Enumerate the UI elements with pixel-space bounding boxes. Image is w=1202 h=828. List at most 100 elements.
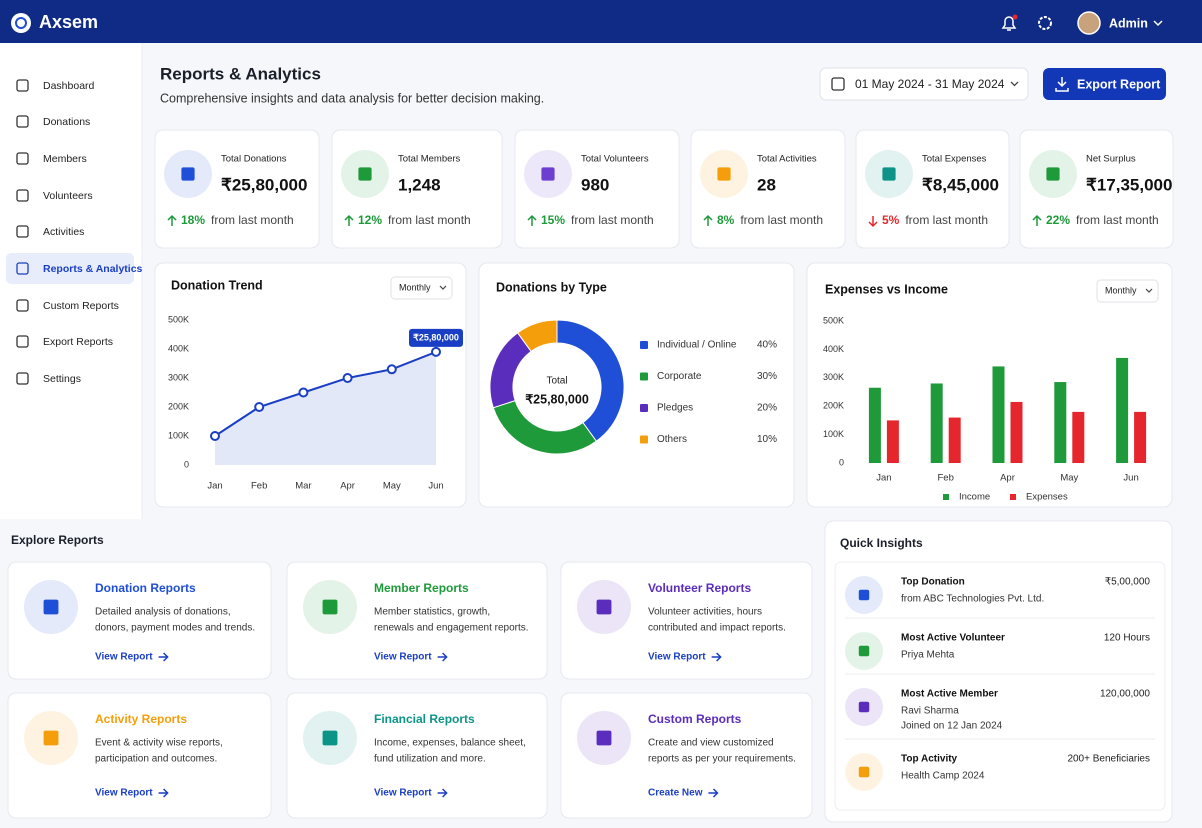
insights-list xyxy=(834,561,1166,811)
nav-item[interactable]: Donations xyxy=(43,116,90,128)
stat-card xyxy=(1019,129,1174,249)
y-tick-label: 0 xyxy=(184,459,189,469)
report-card xyxy=(286,561,548,680)
y-tick-label: 500K xyxy=(823,315,844,325)
report-title[interactable]: Member Reports xyxy=(374,581,469,595)
arrow-icon xyxy=(437,652,448,662)
x-tick-label: Apr xyxy=(1000,473,1015,484)
report-description: reports as per your requirements. xyxy=(648,754,796,765)
date-range[interactable]: 01 May 2024 - 31 May 2024 xyxy=(855,77,1005,91)
chevron xyxy=(1145,288,1153,293)
nav-item[interactable]: Custom Reports xyxy=(43,300,119,312)
report-card xyxy=(560,561,813,680)
export-label[interactable]: Export Report xyxy=(1077,77,1161,91)
notification-dot xyxy=(1012,14,1018,20)
icon xyxy=(43,599,59,615)
stat-value: ₹8,45,000 xyxy=(922,175,999,194)
dropdown[interactable] xyxy=(1096,279,1159,303)
x-tick-label: Feb xyxy=(938,473,954,484)
nav-icon xyxy=(16,189,29,202)
report-card xyxy=(560,692,813,819)
report-title[interactable]: Donation Reports xyxy=(95,581,196,595)
date-picker[interactable] xyxy=(819,67,1029,101)
report-description: renewals and engagement reports. xyxy=(374,623,529,634)
report-description: fund utilization and more. xyxy=(374,754,486,765)
stat-label: Total Expenses xyxy=(922,154,987,165)
stat-card xyxy=(331,129,503,249)
nav-icon xyxy=(16,115,29,128)
dropdown-label[interactable]: Monthly xyxy=(1105,285,1137,295)
value-label: 30% xyxy=(757,371,777,382)
bar xyxy=(1072,411,1085,463)
nav-item[interactable]: Export Reports xyxy=(43,336,113,348)
dropdown-label[interactable]: Monthly xyxy=(399,282,431,292)
nav-icon xyxy=(16,79,29,92)
stat-label: Total Members xyxy=(398,154,461,165)
report-link[interactable]: Create New xyxy=(648,788,703,799)
y-tick-label: 400K xyxy=(823,344,844,354)
point xyxy=(210,431,220,441)
center-value: ₹25,80,000 xyxy=(525,392,589,406)
point xyxy=(431,346,441,357)
report-link[interactable]: View Report xyxy=(374,788,432,799)
x-tick-label: Feb xyxy=(251,481,267,492)
report-link[interactable]: View Report xyxy=(95,788,153,799)
report-description: participation and outcomes. xyxy=(95,754,217,765)
stat-change: 8% xyxy=(717,213,735,227)
chart-card xyxy=(478,262,795,508)
avatar[interactable] xyxy=(1077,11,1101,35)
point xyxy=(298,387,309,398)
value-label: 10% xyxy=(757,434,777,445)
report-link[interactable]: View Report xyxy=(648,652,706,663)
export-button[interactable] xyxy=(1043,68,1166,100)
nav-item[interactable]: Members xyxy=(43,153,87,165)
insight-value: ₹5,00,000 xyxy=(1105,577,1151,588)
legend-label: Expenses xyxy=(1026,492,1068,503)
arrow-icon xyxy=(437,788,448,798)
nav-item[interactable]: Dashboard xyxy=(43,80,95,92)
stat-change: 12% xyxy=(358,213,382,227)
dropdown[interactable] xyxy=(390,276,453,300)
trend-arrow xyxy=(167,214,177,226)
icon xyxy=(43,730,59,746)
nav-icon xyxy=(16,225,29,238)
icon xyxy=(358,167,372,181)
settings-icon[interactable] xyxy=(1038,16,1052,30)
report-description: Create and view customized xyxy=(648,738,774,749)
nav-item[interactable]: Volunteers xyxy=(43,190,93,202)
trend-arrow xyxy=(703,214,713,226)
bar xyxy=(886,420,899,463)
insight-value: 120,00,000 xyxy=(1100,689,1150,700)
slice xyxy=(516,319,558,353)
report-title[interactable]: Activity Reports xyxy=(95,712,187,726)
report-title[interactable]: Financial Reports xyxy=(374,712,475,726)
icon xyxy=(322,730,338,746)
bar xyxy=(1134,411,1147,463)
legend-label: Income xyxy=(959,492,990,503)
nav-item[interactable]: Settings xyxy=(43,373,81,385)
arrow-icon xyxy=(708,788,719,798)
report-link[interactable]: View Report xyxy=(374,652,432,663)
report-title[interactable]: Volunteer Reports xyxy=(648,581,751,595)
trend-arrow xyxy=(1032,214,1042,226)
trend-arrow xyxy=(868,216,878,228)
nav-item[interactable]: Activities xyxy=(43,226,84,238)
bar xyxy=(948,417,961,463)
stat-change: 5% xyxy=(882,213,900,227)
nav-item[interactable]: Reports & Analytics xyxy=(43,263,143,275)
report-title[interactable]: Custom Reports xyxy=(648,712,742,726)
point xyxy=(342,373,353,383)
stat-value: 1,248 xyxy=(398,175,441,194)
bell-icon[interactable] xyxy=(1001,16,1017,31)
bar xyxy=(992,366,1005,463)
legend-swatch xyxy=(1010,494,1016,500)
stat-change: 18% xyxy=(181,213,205,227)
chart-title: Donations by Type xyxy=(496,280,607,294)
chevron xyxy=(1153,20,1163,27)
stat-card xyxy=(855,129,1010,249)
nav-icon xyxy=(16,299,29,312)
report-link[interactable]: View Report xyxy=(95,652,153,663)
user-name[interactable]: Admin xyxy=(1109,16,1148,30)
legend-label: Pledges xyxy=(657,403,693,414)
arrow-icon xyxy=(711,652,722,662)
